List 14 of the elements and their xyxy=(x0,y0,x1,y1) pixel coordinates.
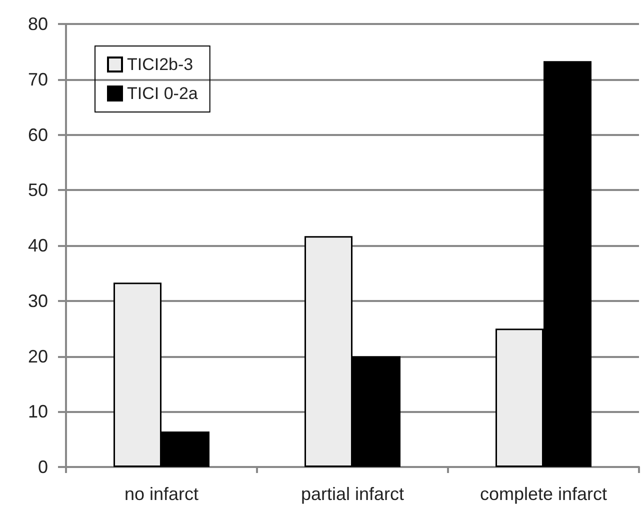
legend-label: TICI 0-2a xyxy=(127,84,198,103)
y-tick-label: 80 xyxy=(28,14,48,34)
y-tick-label: 40 xyxy=(28,236,48,256)
x-tick-label: partial infarct xyxy=(300,484,404,504)
legend-label: TICI2b-3 xyxy=(127,55,194,74)
x-tick-label: complete infarct xyxy=(480,484,608,504)
y-tick-label: 20 xyxy=(28,346,48,366)
y-tick-label: 0 xyxy=(38,457,48,477)
y-tick-label: 10 xyxy=(28,402,48,422)
y-tick-label: 60 xyxy=(28,124,48,145)
y-tick-label: 50 xyxy=(28,180,48,200)
y-tick-label: 30 xyxy=(28,290,48,311)
y-tick-label: 70 xyxy=(28,69,48,90)
x-tick-label: no infarct xyxy=(124,484,199,504)
